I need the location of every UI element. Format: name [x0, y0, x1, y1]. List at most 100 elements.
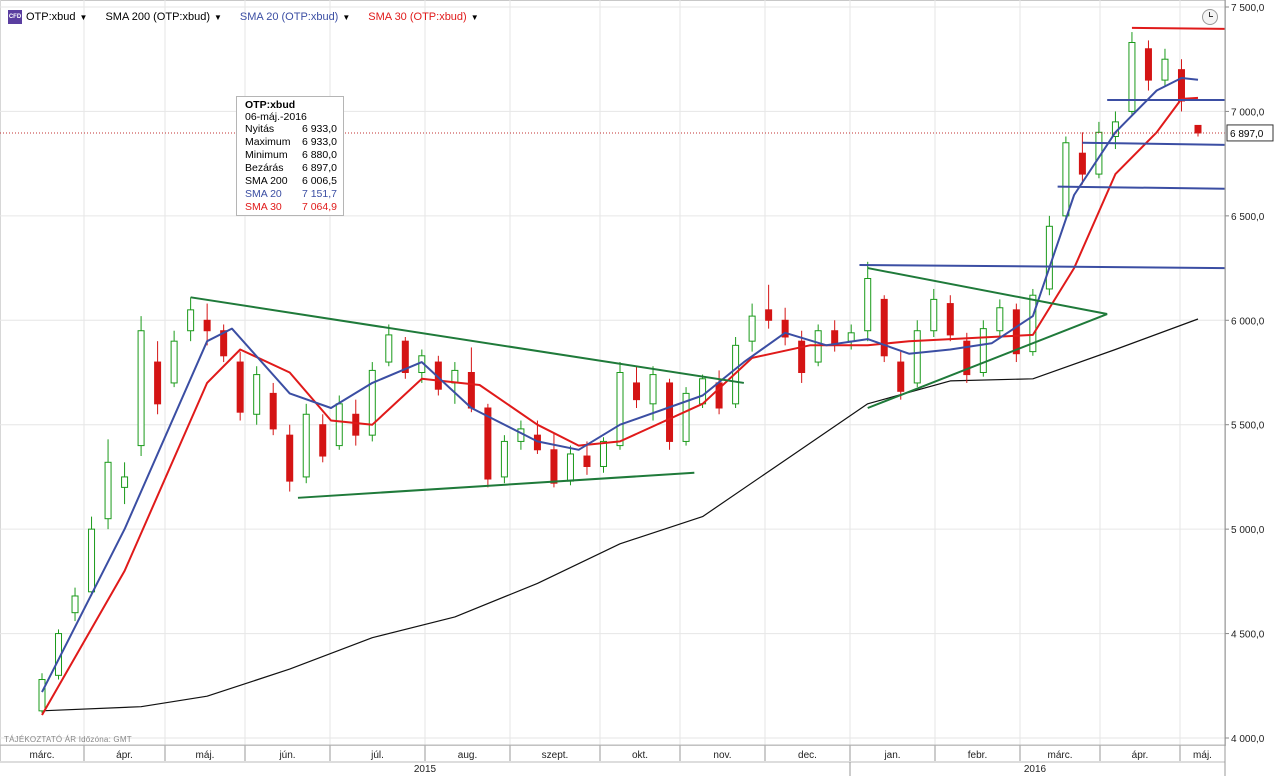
trendline — [859, 263, 1226, 270]
tooltip-date: 06-máj.-2016 — [245, 111, 307, 123]
legend-sma30-label: SMA 30 (OTP:xbud) — [368, 11, 467, 23]
candle-body — [897, 361, 905, 392]
y-tick-label: 6 500,0 — [1231, 212, 1265, 223]
candle-body — [748, 315, 756, 342]
tooltip-row: Minimum 6 880,0 — [237, 149, 343, 162]
candle-body — [1012, 309, 1020, 355]
candle-body — [963, 340, 971, 376]
x-tick-label: aug. — [458, 750, 477, 761]
candle-body — [1161, 58, 1169, 81]
y-tick-label: 7 000,0 — [1231, 107, 1265, 118]
candle-body — [500, 440, 508, 478]
candle-body — [319, 424, 327, 457]
trendline — [867, 313, 1108, 409]
candle-body — [385, 334, 393, 363]
chevron-down-icon[interactable]: ▼ — [214, 12, 222, 22]
candle-body — [302, 413, 310, 478]
candle-body — [880, 298, 888, 357]
candle-body — [335, 403, 343, 447]
candle-body — [170, 340, 178, 384]
legend-sma20[interactable]: SMA 20 (OTP:xbud) ▼ — [240, 11, 350, 23]
candle-body — [236, 361, 244, 413]
candle-body — [633, 382, 641, 401]
candle-body — [616, 372, 624, 447]
y-tick-label: 6 000,0 — [1231, 316, 1265, 327]
tooltip-row-value: 7 151,7 — [301, 188, 337, 200]
trendline — [1082, 141, 1226, 146]
trendline — [190, 296, 745, 384]
candle-body — [732, 344, 740, 405]
legend-sma30[interactable]: SMA 30 (OTP:xbud) ▼ — [368, 11, 478, 23]
year-label: 2016 — [1024, 764, 1047, 775]
y-tick-label: 5 500,0 — [1231, 421, 1265, 432]
tooltip-row-label: Nyitás — [245, 123, 275, 135]
candle-body — [154, 361, 162, 405]
candle-body — [401, 340, 409, 373]
x-tick-label: márc. — [30, 750, 55, 761]
candle-body — [1029, 294, 1037, 353]
chevron-down-icon[interactable]: ▼ — [470, 12, 479, 22]
candles — [38, 32, 1202, 713]
candle-body — [1144, 48, 1152, 81]
legend-sma20-label: SMA 20 (OTP:xbud) — [239, 11, 339, 23]
candle-body — [798, 340, 806, 373]
tooltip-row: Nyitás 6 933,0 — [237, 123, 343, 136]
candle-body — [781, 319, 789, 338]
candle-body — [765, 309, 773, 321]
candle-body — [847, 332, 855, 342]
trendlines — [0, 26, 1226, 499]
candle-body — [137, 330, 145, 447]
trendline — [1057, 185, 1226, 190]
tooltip-row-label: SMA 200 — [245, 175, 288, 187]
candle-body — [599, 440, 607, 467]
candle-body — [121, 476, 129, 488]
tooltip-row: SMA 30 7 064,9 — [237, 201, 343, 214]
candle-body — [979, 328, 987, 374]
x-tick-label: júl. — [370, 750, 384, 761]
tooltip-row-value: 7 064,9 — [301, 201, 337, 213]
candle-body — [913, 330, 921, 384]
candle-body — [864, 278, 872, 332]
trendline — [867, 267, 1108, 316]
candle-body — [104, 461, 112, 520]
candle-body — [649, 374, 657, 405]
year-label: 2015 — [414, 764, 437, 775]
tooltip-row-value: 6 933,0 — [301, 123, 337, 135]
candle-body — [187, 309, 195, 332]
x-tick-label: máj. — [1193, 750, 1212, 761]
y-tick-label: 7 500,0 — [1231, 3, 1265, 14]
candle-body — [38, 679, 46, 712]
x-tick-label: ápr. — [116, 750, 133, 761]
candle-body — [1128, 42, 1136, 112]
candle-body — [88, 528, 96, 593]
tooltip-row-value: 6 006,5 — [301, 175, 337, 187]
tooltip-row-value: 6 933,0 — [301, 136, 337, 148]
x-tick-label: máj. — [196, 750, 215, 761]
tooltip-row: Maximum 6 933,0 — [237, 136, 343, 149]
candle-body — [814, 330, 822, 363]
x-tick-label: márc. — [1048, 750, 1073, 761]
candle-body — [71, 595, 79, 614]
candle-body — [368, 369, 376, 436]
legend-sma200[interactable]: SMA 200 (OTP:xbud) ▼ — [105, 11, 221, 23]
tooltip-row-value: 6 897,0 — [301, 162, 337, 174]
x-tick-label: szept. — [542, 750, 569, 761]
cfd-icon: CFD — [8, 10, 22, 24]
footer-note: TÁJÉKOZTATÓ ÁR Időzóna: GMT — [4, 735, 132, 744]
candle-body — [996, 307, 1004, 332]
chevron-down-icon[interactable]: ▼ — [342, 12, 351, 22]
tooltip-row-label: Bezárás — [245, 162, 284, 174]
candle-body — [1062, 142, 1070, 217]
sma200-line — [41, 318, 1199, 712]
sma200-series — [41, 318, 1199, 712]
clock-icon[interactable] — [1202, 9, 1218, 25]
chevron-down-icon[interactable]: ▼ — [79, 12, 88, 22]
y-tick-label: 4 500,0 — [1231, 630, 1265, 641]
grid — [0, 0, 1226, 746]
legend-symbol[interactable]: CFD OTP:xbud ▼ — [8, 10, 87, 24]
x-tick-label: okt. — [632, 750, 648, 761]
tooltip-row-label: SMA 30 — [245, 201, 282, 213]
